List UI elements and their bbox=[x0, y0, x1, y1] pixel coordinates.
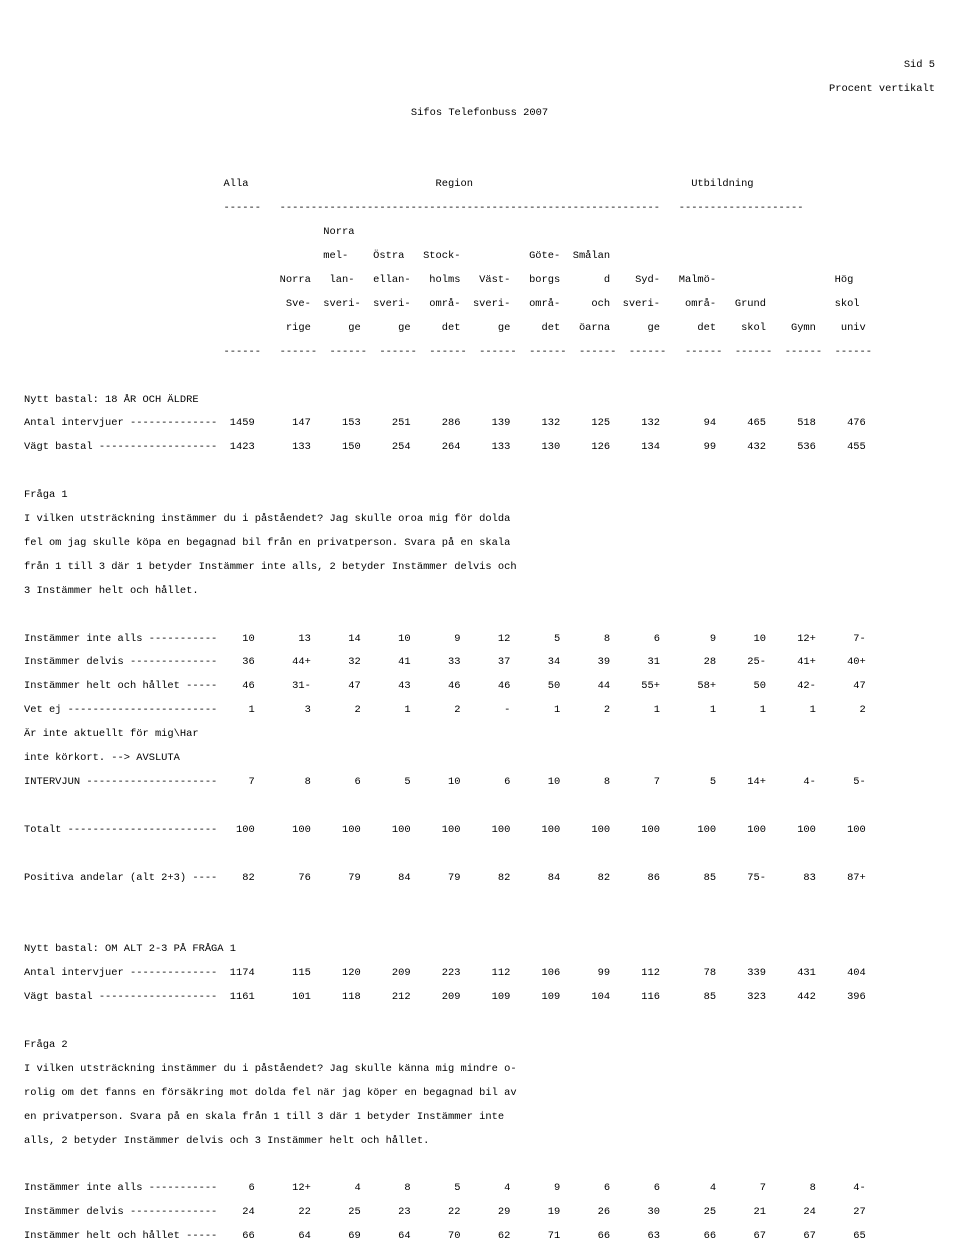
page-number: Sid 5 bbox=[24, 60, 935, 72]
table-row: Instämmer delvis -------------- 36 44+ 3… bbox=[24, 657, 935, 669]
fraga-2-text: alls, 2 betyder Instämmer delvis och 3 I… bbox=[24, 1136, 935, 1148]
blank-line bbox=[24, 610, 935, 622]
col-head-5: Norra lan- ellan- holms Väst- borgs d Sy… bbox=[24, 275, 935, 287]
blank-line bbox=[24, 132, 935, 144]
table-row: Vägt bastal ------------------- 1161 101… bbox=[24, 992, 935, 1004]
col-head-2: ------ ---------------------------------… bbox=[24, 203, 935, 215]
blank-line bbox=[24, 897, 935, 909]
page-title: Sifos Telefonbuss 2007 bbox=[24, 108, 935, 120]
table-row: Vägt bastal ------------------- 1423 133… bbox=[24, 442, 935, 454]
col-head-4: mel- Östra Stock- Göte- Smålan bbox=[24, 251, 935, 263]
table-row: Instämmer helt och hållet ----- 46 31- 4… bbox=[24, 681, 935, 693]
table-row: Är inte aktuellt för mig\Har bbox=[24, 729, 935, 741]
blank-line bbox=[24, 849, 935, 861]
table-row: Instämmer delvis -------------- 24 22 25… bbox=[24, 1207, 935, 1219]
table-row: inte körkort. --> AVSLUTA bbox=[24, 753, 935, 765]
blank-line bbox=[24, 466, 935, 478]
table-row: Positiva andelar (alt 2+3) ---- 82 76 79… bbox=[24, 873, 935, 885]
blank-line bbox=[24, 801, 935, 813]
col-head-1: Alla Region Utbildning bbox=[24, 179, 935, 191]
blank-line bbox=[24, 1160, 935, 1172]
bastal-1-title: Nytt bastal: 18 ÅR OCH ÄLDRE bbox=[24, 395, 935, 407]
fraga-1-text: 3 Instämmer helt och hållet. bbox=[24, 586, 935, 598]
fraga-2-text: rolig om det fanns en försäkring mot dol… bbox=[24, 1088, 935, 1100]
fraga-2-title: Fråga 2 bbox=[24, 1040, 935, 1052]
fraga-1-text: fel om jag skulle köpa en begagnad bil f… bbox=[24, 538, 935, 550]
col-head-8: ------ ------ ------ ------ ------ -----… bbox=[24, 347, 935, 359]
blank-line bbox=[24, 920, 935, 932]
table-row: Antal intervjuer -------------- 1459 147… bbox=[24, 418, 935, 430]
blank-line bbox=[24, 371, 935, 383]
table-row: Totalt ------------------------ 100 100 … bbox=[24, 825, 935, 837]
fraga-2-text: I vilken utsträckning instämmer du i pås… bbox=[24, 1064, 935, 1076]
col-head-3: Norra bbox=[24, 227, 935, 239]
fraga-1-text: från 1 till 3 där 1 betyder Instämmer in… bbox=[24, 562, 935, 574]
table-row: Instämmer inte alls ----------- 6 12+ 4 … bbox=[24, 1183, 935, 1195]
fraga-1-text: I vilken utsträckning instämmer du i pås… bbox=[24, 514, 935, 526]
page-subtitle: Procent vertikalt bbox=[24, 84, 935, 96]
fraga-1-title: Fråga 1 bbox=[24, 490, 935, 502]
col-head-6: Sve- sveri- sveri- områ- sveri- områ- oc… bbox=[24, 299, 935, 311]
col-head-7: rige ge ge det ge det öarna ge det skol … bbox=[24, 323, 935, 335]
table-row: Instämmer inte alls ----------- 10 13 14… bbox=[24, 634, 935, 646]
table-row: Antal intervjuer -------------- 1174 115… bbox=[24, 968, 935, 980]
table-row: Instämmer helt och hållet ----- 66 64 69… bbox=[24, 1231, 935, 1243]
blank-line bbox=[24, 155, 935, 167]
bastal-2-title: Nytt bastal: OM ALT 2-3 PÅ FRÅGA 1 bbox=[24, 944, 935, 956]
table-row: Vet ej ------------------------ 1 3 2 1 … bbox=[24, 705, 935, 717]
blank-line bbox=[24, 1016, 935, 1028]
table-row: INTERVJUN --------------------- 7 8 6 5 … bbox=[24, 777, 935, 789]
fraga-2-text: en privatperson. Svara på en skala från … bbox=[24, 1112, 935, 1124]
